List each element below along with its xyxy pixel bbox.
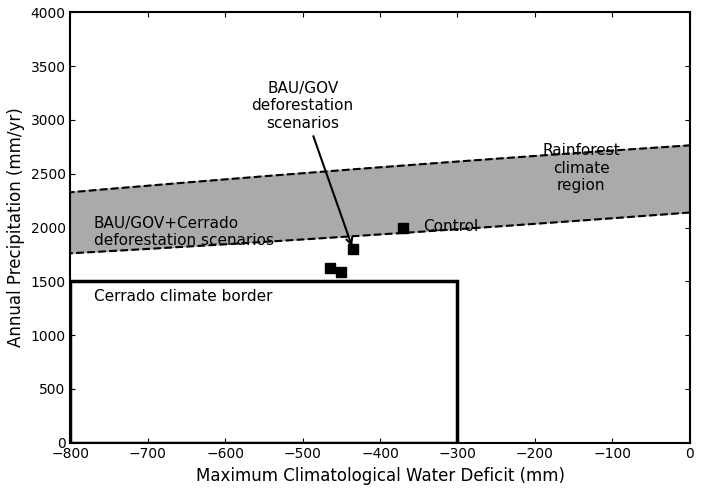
X-axis label: Maximum Climatological Water Deficit (mm): Maximum Climatological Water Deficit (mm… — [196, 467, 564, 485]
Text: Control: Control — [423, 219, 478, 234]
Bar — [71, 281, 458, 443]
Y-axis label: Annual Precipitation (mm/yr): Annual Precipitation (mm/yr) — [7, 108, 25, 347]
Text: Cerrado climate border: Cerrado climate border — [94, 289, 272, 304]
Text: BAU/GOV+Cerrado
deforestation scenarios: BAU/GOV+Cerrado deforestation scenarios — [94, 215, 273, 248]
Text: BAU/GOV
deforestation
scenarios: BAU/GOV deforestation scenarios — [252, 81, 354, 244]
Polygon shape — [0, 107, 701, 273]
Text: Rainforest
climate
region: Rainforest climate region — [543, 144, 620, 193]
